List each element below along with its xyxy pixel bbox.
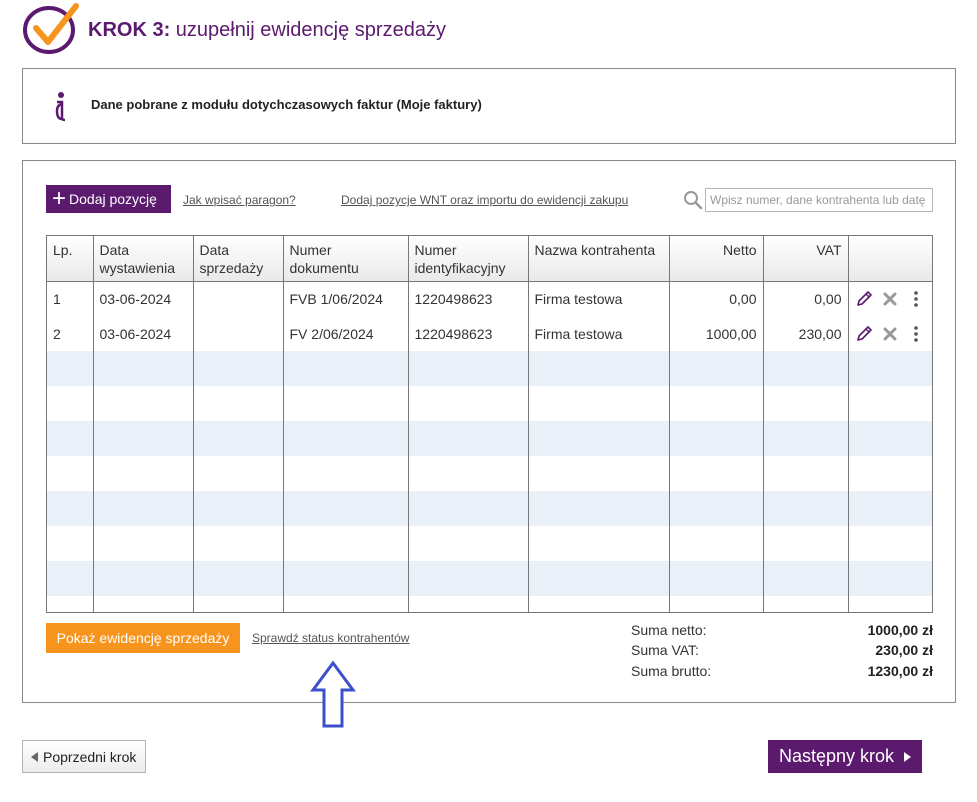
empty-row xyxy=(47,386,932,421)
table-row[interactable]: 1 03-06-2024 FVB 1/06/2024 1220498623 Fi… xyxy=(47,281,932,316)
cell-issue-date: 03-06-2024 xyxy=(93,281,194,316)
col-header-doc-number[interactable]: Numer dokumentu xyxy=(283,236,409,282)
cell-sale-date xyxy=(193,316,284,351)
col-header-lp[interactable]: Lp. xyxy=(47,236,94,282)
col-header-id-number[interactable]: Numer identyfikacyjny xyxy=(408,236,529,282)
search-input[interactable]: Wpisz numer, dane kontrahenta lub datę xyxy=(705,188,933,212)
step-title-text: uzupełnij ewidencję sprzedaży xyxy=(175,19,446,41)
empty-row xyxy=(47,351,932,386)
add-position-button[interactable]: + Dodaj pozycję xyxy=(46,185,171,213)
sum-vat-value: 230,00 zł xyxy=(875,642,933,658)
sum-gross-value: 1230,00 zł xyxy=(867,663,933,679)
table-header-row: Lp. Data wystawienia Data sprzedaży Nume… xyxy=(47,236,932,282)
search-icon xyxy=(684,191,703,210)
plus-icon: + xyxy=(52,185,67,212)
checkmark-circle-icon xyxy=(23,3,79,54)
cell-sale-date xyxy=(193,281,284,316)
col-header-contractor[interactable]: Nazwa kontrahenta xyxy=(528,236,670,282)
cell-vat: 0,00 xyxy=(763,281,849,316)
cell-lp: 1 xyxy=(47,281,94,316)
info-text: Dane pobrane z modułu dotychczasowych fa… xyxy=(91,97,482,112)
cell-vat: 230,00 xyxy=(763,316,849,351)
col-header-net[interactable]: Netto xyxy=(669,236,764,282)
sum-net-value: 1000,00 zł xyxy=(867,622,933,638)
triangle-right-icon xyxy=(904,751,912,762)
sum-vat-label: Suma VAT: xyxy=(631,642,699,658)
delete-x-icon[interactable] xyxy=(881,325,899,343)
sum-gross-label: Suma brutto: xyxy=(631,663,712,679)
triangle-left-icon xyxy=(31,751,38,762)
page-title: KROK 3: uzupełnij ewidencję sprzedaży xyxy=(88,19,446,42)
add-position-label: Dodaj pozycję xyxy=(69,191,157,207)
main-panel xyxy=(22,160,956,703)
col-header-vat[interactable]: VAT xyxy=(763,236,849,282)
empty-row xyxy=(47,491,932,526)
cell-actions xyxy=(848,316,932,351)
pencil-icon[interactable] xyxy=(855,290,873,308)
cell-contractor: Firma testowa xyxy=(528,316,670,351)
sales-table: Lp. Data wystawienia Data sprzedaży Nume… xyxy=(46,235,933,613)
cell-doc-number: FVB 1/06/2024 xyxy=(283,281,409,316)
delete-x-icon[interactable] xyxy=(881,290,899,308)
next-step-label: Następny krok xyxy=(778,746,895,766)
cell-id-number: 1220498623 xyxy=(408,281,529,316)
col-header-issue-date[interactable]: Data wystawienia xyxy=(93,236,194,282)
cell-doc-number: FV 2/06/2024 xyxy=(283,316,409,351)
step-number: KROK 3: xyxy=(88,19,171,41)
info-box xyxy=(22,68,956,144)
cell-lp: 2 xyxy=(47,316,94,351)
show-sales-register-button[interactable]: Pokaż ewidencję sprzedaży xyxy=(46,623,240,653)
more-vertical-icon[interactable] xyxy=(907,290,925,308)
check-contractor-status-link[interactable]: Sprawdź status kontrahentów xyxy=(252,631,410,645)
paragon-help-link[interactable]: Jak wpisać paragon? xyxy=(183,193,296,207)
cell-contractor: Firma testowa xyxy=(528,281,670,316)
empty-row xyxy=(47,526,932,561)
wnt-import-link[interactable]: Dodaj pozycje WNT oraz importu do ewiden… xyxy=(341,193,629,207)
table-row[interactable]: 2 03-06-2024 FV 2/06/2024 1220498623 Fir… xyxy=(47,316,932,351)
previous-step-label: Poprzedni krok xyxy=(43,748,137,765)
more-vertical-icon[interactable] xyxy=(907,325,925,343)
up-arrow-icon xyxy=(310,660,356,728)
empty-row xyxy=(47,561,932,596)
col-header-actions xyxy=(848,236,932,282)
search-placeholder: Wpisz numer, dane kontrahenta lub datę xyxy=(710,193,926,207)
info-icon xyxy=(55,92,66,122)
previous-step-button[interactable]: Poprzedni krok xyxy=(22,740,146,773)
cell-net: 0,00 xyxy=(669,281,764,316)
sum-net-label: Suma netto: xyxy=(631,622,707,638)
cell-net: 1000,00 xyxy=(669,316,764,351)
pencil-icon[interactable] xyxy=(855,325,873,343)
col-header-sale-date[interactable]: Data sprzedaży xyxy=(193,236,284,282)
empty-row xyxy=(47,421,932,456)
empty-row xyxy=(47,456,932,491)
cell-issue-date: 03-06-2024 xyxy=(93,316,194,351)
cell-actions xyxy=(848,281,932,316)
next-step-button[interactable]: Następny krok xyxy=(768,740,922,773)
cell-id-number: 1220498623 xyxy=(408,316,529,351)
empty-row xyxy=(47,596,932,612)
